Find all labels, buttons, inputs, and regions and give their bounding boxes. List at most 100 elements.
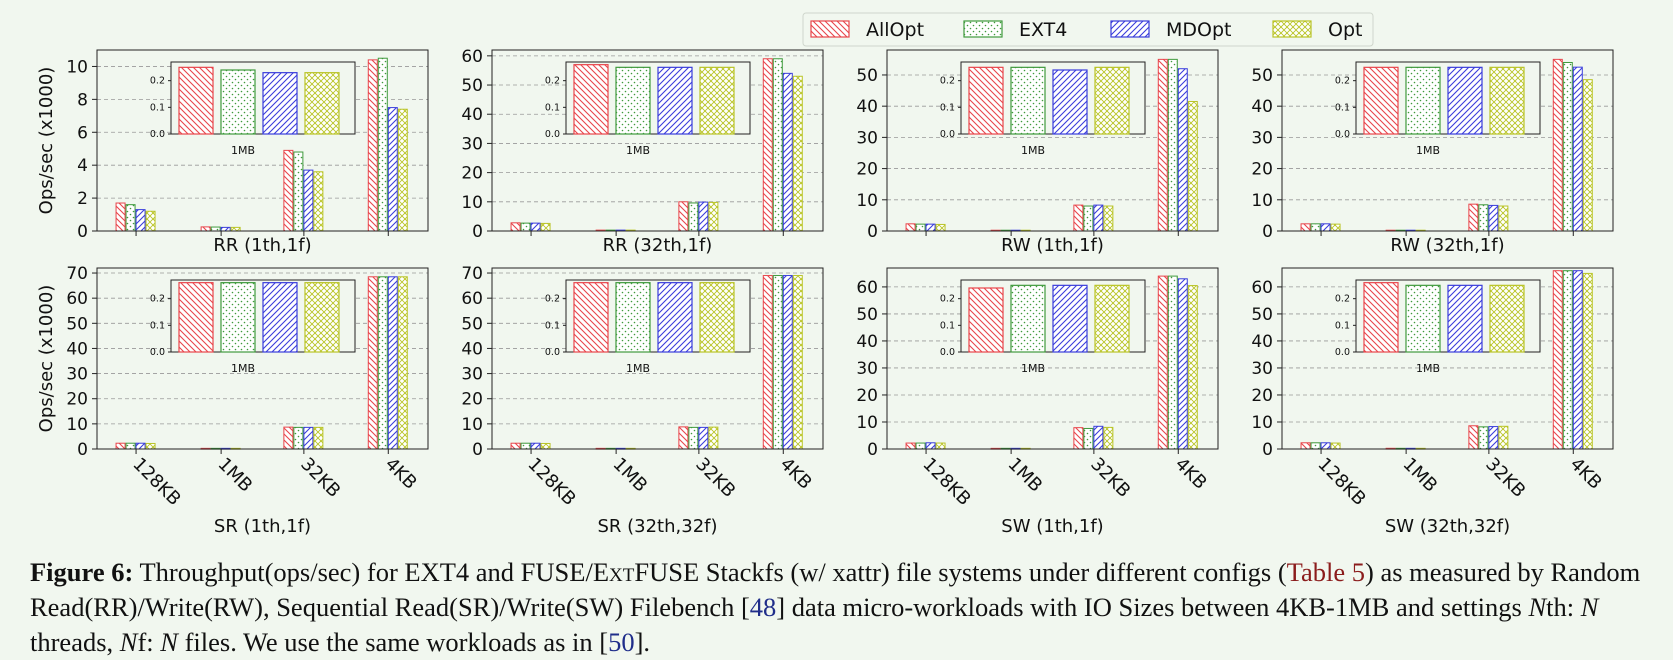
inset-bar: [1094, 66, 1130, 135]
citation-link[interactable]: 50: [608, 627, 635, 657]
inset-bar: [262, 72, 298, 135]
bar: [540, 442, 551, 450]
bar: [520, 222, 531, 232]
bar: [678, 201, 689, 232]
panel-title: RW (32th,1f): [1390, 235, 1504, 256]
bar: [1320, 442, 1331, 450]
y-tick-label: 40: [461, 105, 483, 125]
bar: [125, 204, 136, 232]
bar: [678, 426, 689, 450]
inset-plot: 0.0 0.1 0.2 1MB: [940, 279, 1146, 375]
y-tick-label: 0: [77, 440, 88, 460]
y-axis-label: Ops/sec (x1000): [36, 285, 57, 433]
inset-plot: 0.0 0.1 0.2 1MB: [940, 61, 1146, 157]
y-tick-label: 4: [77, 156, 88, 176]
bar: [313, 171, 324, 232]
caption-text: ) as measured by Random Read(RR)/Write(R…: [30, 557, 1641, 622]
inset-y-tick-label: 0.1: [150, 320, 165, 331]
inset-y-tick-label: 0.1: [1335, 320, 1350, 331]
legend-label: MDOpt: [1166, 19, 1232, 41]
axes-frame: [1281, 267, 1614, 450]
inset-bar: [220, 69, 256, 135]
bar: [200, 226, 211, 232]
inset-y-tick-label: 0.2: [150, 76, 165, 87]
caption-text: threads,: [30, 627, 120, 657]
x-tick-label: 4KB: [381, 454, 421, 494]
y-tick-label: 20: [1251, 386, 1273, 406]
caption-text: th:: [1546, 592, 1581, 622]
bar: [1478, 204, 1489, 232]
bar: [925, 442, 936, 450]
inset-bar: [1010, 284, 1046, 353]
chart-panel: 0 10 20 30 40 50 60 70 128KB 1MB 32KB 4KB 0.0 0.1 0.2 1…: [36, 264, 429, 537]
inset-plot: 0.0 0.1 0.2 1MB: [545, 61, 751, 157]
inset-bar: [262, 282, 298, 353]
bar: [708, 201, 719, 232]
y-tick-label: 20: [66, 390, 88, 410]
inset-y-tick-label: 0.2: [545, 294, 560, 305]
bar: [1157, 58, 1168, 232]
bar: [905, 442, 916, 450]
axes-frame: [886, 49, 1219, 232]
y-tick-label: 10: [856, 191, 878, 211]
y-tick-label: 50: [1251, 66, 1273, 86]
inset-bar: [1363, 66, 1399, 135]
bar: [135, 209, 146, 232]
x-tick-label: 1MB: [1399, 454, 1442, 497]
bar: [510, 442, 521, 450]
inset-plot: 0.0 0.1 0.2 1MB: [545, 279, 751, 375]
panel-title: RR (1th,1f): [213, 235, 311, 256]
bar: [1187, 100, 1198, 232]
caption-label: Figure 6:: [30, 557, 134, 587]
y-tick-label: 0: [867, 440, 878, 460]
bar: [782, 72, 793, 232]
bar: [1310, 442, 1321, 450]
bar: [1300, 223, 1311, 232]
y-tick-label: 40: [66, 339, 88, 359]
y-tick-label: 10: [856, 413, 878, 433]
bar: [530, 222, 541, 232]
inset-bar: [615, 66, 651, 135]
panel-title: SR (1th,1f): [214, 516, 311, 537]
x-tick-label: 128KB: [129, 454, 185, 510]
bar: [1177, 68, 1188, 232]
inset-bar: [220, 282, 256, 353]
bar: [915, 223, 926, 232]
y-tick-label: 50: [461, 76, 483, 96]
x-tick-label: 4KB: [1171, 454, 1211, 494]
y-tick-label: 10: [1251, 413, 1273, 433]
y-tick-label: 30: [1251, 359, 1273, 379]
bar: [762, 58, 773, 232]
bar: [1582, 272, 1593, 450]
x-tick-label: 1MB: [609, 454, 652, 497]
chart-panel: 0 2 4 6 8 10 0.0 0.1 0.2 1MB RR (1th,1f) Ops/sec (x…: [36, 49, 429, 256]
inset-bar: [573, 64, 609, 135]
legend-label: EXT4: [1019, 19, 1067, 41]
bar: [1093, 425, 1104, 450]
y-tick-label: 20: [856, 386, 878, 406]
y-tick-label: 60: [66, 289, 88, 309]
x-tick-label: 32KB: [296, 454, 344, 502]
y-tick-label: 0: [472, 440, 483, 460]
citation-link[interactable]: 48: [749, 592, 777, 622]
y-tick-label: 30: [856, 128, 878, 148]
caption-text: ] data micro-workloads with IO Sizes bet…: [776, 592, 1529, 622]
y-tick-label: 50: [66, 314, 88, 334]
inset-plot: 0.0 0.1 0.2 1MB: [150, 279, 356, 375]
y-tick-label: 60: [1251, 278, 1273, 298]
table-reference-link[interactable]: Table 5: [1286, 557, 1366, 587]
panel-title: RR (32th,1f): [603, 235, 713, 256]
bar: [1083, 205, 1094, 232]
y-tick-label: 6: [77, 123, 88, 143]
bar: [688, 426, 699, 450]
bar: [772, 58, 783, 232]
y-tick-label: 0: [867, 222, 878, 242]
y-tick-label: 10: [461, 193, 483, 213]
inset-x-label: 1MB: [626, 362, 650, 375]
inset-bar: [615, 282, 651, 353]
y-tick-label: 10: [1251, 191, 1273, 211]
bar: [792, 75, 803, 232]
inset-bar: [1489, 66, 1525, 135]
inset-bar: [1094, 284, 1130, 353]
y-tick-label: 40: [856, 332, 878, 352]
